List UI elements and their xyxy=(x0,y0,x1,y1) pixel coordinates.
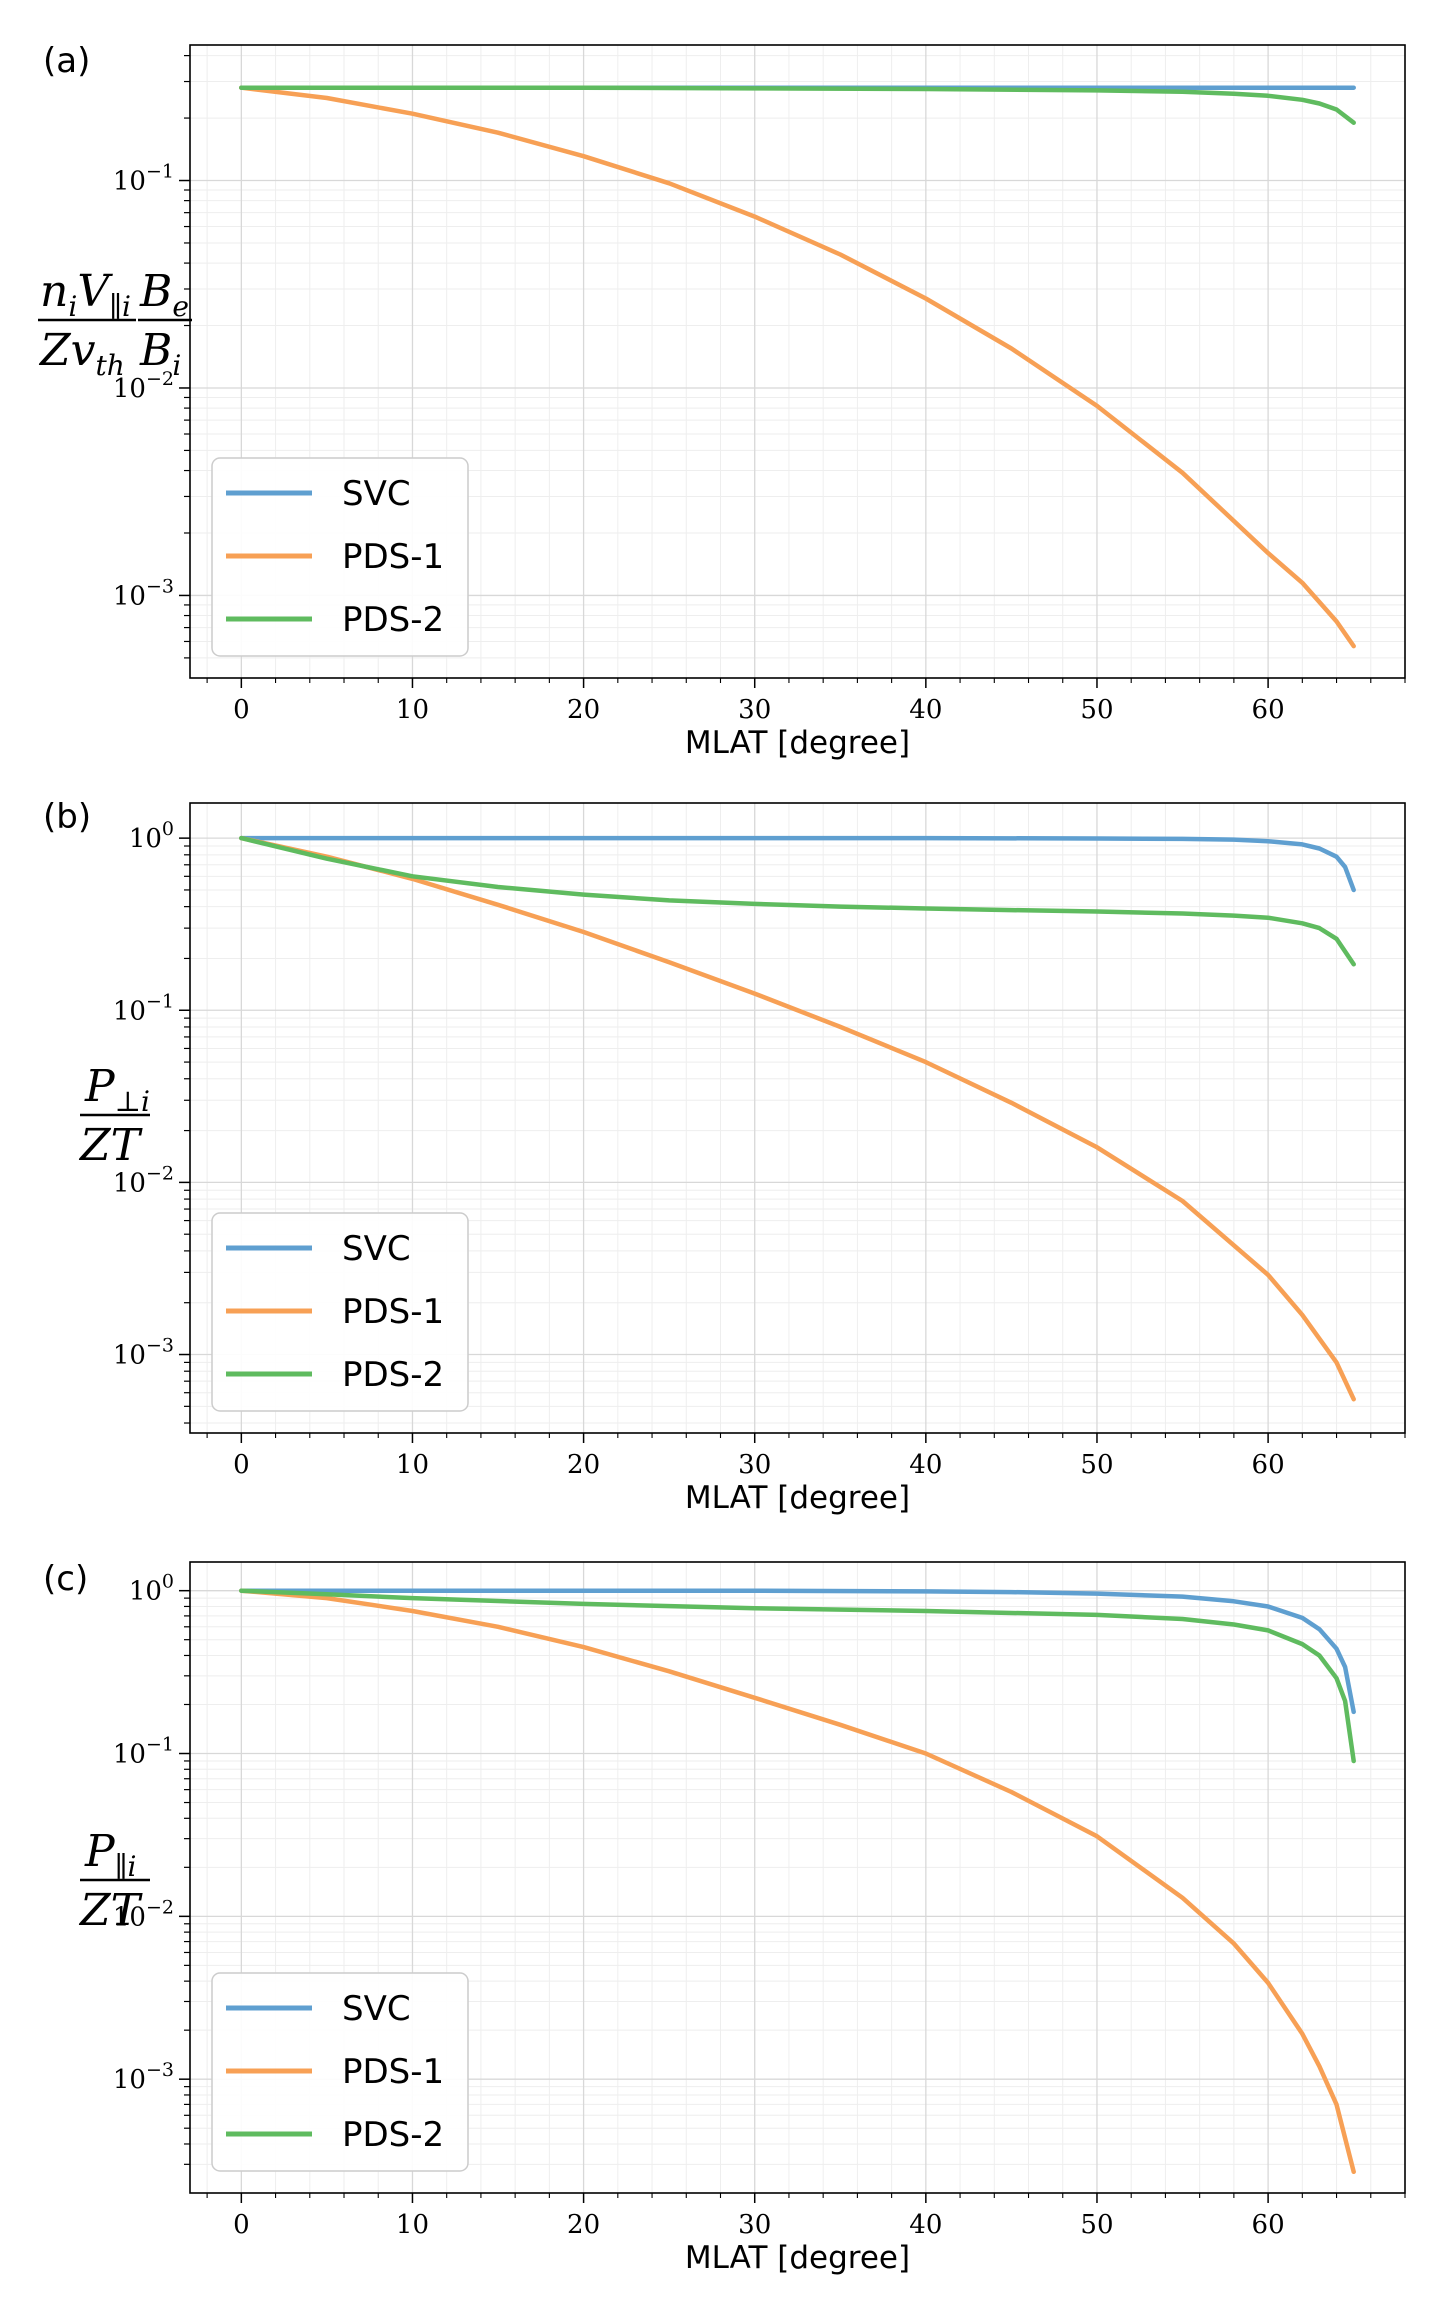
x-tick-label: 60 xyxy=(1252,695,1285,725)
legend-label: PDS-1 xyxy=(342,2052,444,2092)
legend-label: SVC xyxy=(342,1989,411,2029)
y-tick-label: 10−2 xyxy=(113,368,174,404)
y-axis-ratio-denominator: Bi xyxy=(139,325,181,382)
x-tick-label: 50 xyxy=(1080,1450,1113,1480)
panel-label: (b) xyxy=(43,797,91,837)
legend-label: PDS-1 xyxy=(342,537,444,577)
y-tick-label: 100 xyxy=(129,1571,174,1607)
legend-label: PDS-2 xyxy=(342,600,444,640)
y-axis-numerator: niV∥i xyxy=(40,266,131,323)
legend-label: SVC xyxy=(342,474,411,514)
legend-box xyxy=(211,457,469,657)
y-axis-ratio-numerator: Be xyxy=(139,266,189,323)
x-tick-label: 30 xyxy=(738,2210,771,2240)
panel-label: (a) xyxy=(43,41,90,81)
y-axis-title: P⊥iZT xyxy=(78,1061,150,1171)
y-tick-label: 10−2 xyxy=(113,1162,174,1198)
series-line-pds-2 xyxy=(239,85,1356,125)
legend-box xyxy=(211,1212,469,1412)
series-line-pds-1 xyxy=(239,1588,1356,2175)
y-axis-numerator: P∥i xyxy=(84,1826,137,1883)
x-axis-title: MLAT [degree] xyxy=(685,1480,910,1516)
x-tick-label: 0 xyxy=(233,2210,250,2240)
series-line-pds-1 xyxy=(239,835,1356,1402)
x-tick-label: 30 xyxy=(738,1450,771,1480)
series-line-svc xyxy=(239,835,1356,893)
x-axis-title: MLAT [degree] xyxy=(685,2240,910,2276)
x-tick-label: 50 xyxy=(1080,695,1113,725)
x-tick-label: 10 xyxy=(396,1450,429,1480)
panel-3: 0 10 20 30 40 50 60 100 10−1 10−2 10−3 SVC PDS-1 PDS-… xyxy=(43,1559,1406,2276)
x-tick-label: 20 xyxy=(567,2210,600,2240)
legend: SVC PDS-1 PDS-2 xyxy=(211,1212,469,1412)
legend-label: PDS-2 xyxy=(342,1355,444,1395)
y-tick-label: 10−3 xyxy=(113,575,174,611)
panel-1: 0 10 20 30 40 50 60 10−1 10−2 10−3 SVC PDS-1 PDS-2 (a… xyxy=(38,41,1406,761)
x-tick-label: 60 xyxy=(1252,1450,1285,1480)
y-tick-label: 10−1 xyxy=(113,161,174,197)
series-line-pds-2 xyxy=(239,1588,1356,1764)
x-tick-label: 40 xyxy=(909,1450,942,1480)
x-tick-label: 20 xyxy=(567,695,600,725)
legend: SVC PDS-1 PDS-2 xyxy=(211,1972,469,2172)
y-tick-label: 10−1 xyxy=(113,990,174,1026)
y-tick-label: 10−1 xyxy=(113,1734,174,1770)
x-tick-label: 40 xyxy=(909,2210,942,2240)
legend-box xyxy=(211,1972,469,2172)
series-line-pds-2 xyxy=(239,835,1356,967)
y-axis-denominator: ZT xyxy=(78,1885,144,1936)
legend-label: PDS-2 xyxy=(342,2115,444,2155)
panel-2: 0 10 20 30 40 50 60 100 10−1 10−2 10−3 SVC PDS-1 PDS-… xyxy=(43,797,1406,1516)
x-tick-label: 0 xyxy=(233,695,250,725)
plot-frame xyxy=(189,802,1406,1434)
panel-label: (c) xyxy=(43,1559,88,1599)
legend-label: PDS-1 xyxy=(342,1292,444,1332)
legend: SVC PDS-1 PDS-2 xyxy=(211,457,469,657)
x-tick-label: 10 xyxy=(396,695,429,725)
x-tick-label: 0 xyxy=(233,1450,250,1480)
x-tick-label: 50 xyxy=(1080,2210,1113,2240)
plot-frame xyxy=(189,44,1406,679)
x-tick-label: 10 xyxy=(396,2210,429,2240)
y-tick-label: 10−3 xyxy=(113,1335,174,1371)
legend-label: SVC xyxy=(342,1229,411,1269)
y-axis-title: P∥iZT xyxy=(78,1826,150,1936)
y-axis-numerator: P⊥i xyxy=(84,1061,150,1118)
y-tick-label: 10−2 xyxy=(113,1896,174,1932)
y-axis-denominator: Zvth xyxy=(38,325,125,382)
y-axis-denominator: ZT xyxy=(78,1120,144,1171)
plot-frame xyxy=(189,1561,1406,2194)
x-tick-label: 30 xyxy=(738,695,771,725)
y-tick-label: 10−3 xyxy=(113,2059,174,2095)
series-line-svc xyxy=(239,1588,1356,1715)
y-tick-label: 100 xyxy=(129,818,174,854)
x-tick-label: 60 xyxy=(1252,2210,1285,2240)
x-axis-title: MLAT [degree] xyxy=(685,725,910,761)
x-tick-label: 40 xyxy=(909,695,942,725)
series-line-pds-1 xyxy=(239,85,1356,649)
x-tick-label: 20 xyxy=(567,1450,600,1480)
